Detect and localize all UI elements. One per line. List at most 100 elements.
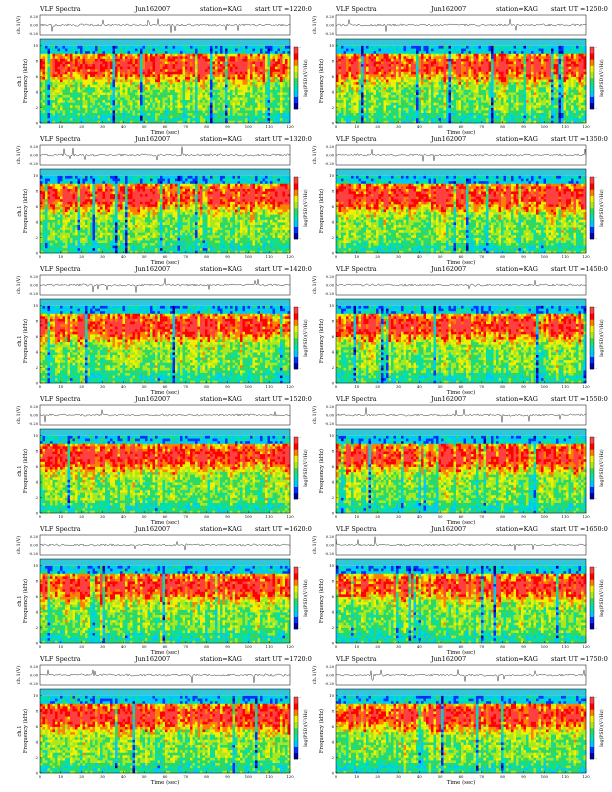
heatmap-cell [150, 104, 153, 108]
heatmap-cell [536, 112, 539, 116]
heatmap-cell [408, 76, 412, 80]
heatmap-cell [157, 84, 161, 88]
heatmap-cell [282, 107, 286, 111]
heatmap-cell [105, 107, 108, 111]
heatmap-cell [82, 71, 86, 75]
heatmap-cell [235, 50, 238, 54]
heatmap-cell [240, 56, 243, 59]
heatmap-cell [177, 120, 181, 124]
heatmap-cell [90, 104, 93, 108]
heatmap-cell [583, 89, 587, 93]
heatmap-cell [451, 117, 454, 121]
heatmap-cell [160, 61, 163, 65]
heatmap-cell [478, 102, 482, 106]
heatmap-cell [398, 94, 402, 98]
heatmap-cell [282, 89, 286, 93]
heatmap-cell [57, 86, 61, 90]
heatmap-cell [162, 84, 166, 88]
heatmap-cell [57, 104, 61, 108]
heatmap-cell [280, 104, 283, 108]
heatmap-cell [210, 94, 213, 98]
heatmap-cell [40, 99, 43, 103]
heatmap-cell [202, 74, 206, 77]
heatmap-cell [40, 58, 43, 62]
heatmap-cell [175, 112, 178, 116]
heatmap-cell [175, 115, 178, 119]
heatmap-cell [152, 79, 156, 83]
heatmap-cell [105, 84, 108, 88]
heatmap-cell [336, 94, 339, 98]
heatmap-cell [403, 97, 407, 101]
heatmap-cell [190, 86, 193, 90]
heatmap-cell [568, 76, 572, 80]
heatmap-cell [576, 94, 579, 98]
heatmap-cell [471, 99, 474, 103]
heatmap-cell [468, 120, 472, 124]
heatmap-cell [200, 86, 203, 90]
heatmap-cell [481, 76, 484, 80]
heatmap-cell [373, 89, 377, 93]
heatmap-cell [65, 45, 68, 49]
heatmap-cell [115, 117, 118, 121]
heatmap-cell [192, 120, 196, 124]
heatmap-cell [77, 92, 81, 95]
heatmap-cell [195, 99, 198, 103]
heatmap-cell [267, 86, 271, 90]
heatmap-cell [147, 81, 151, 85]
heatmap-cell [55, 61, 58, 65]
heatmap-cell [65, 56, 68, 59]
heatmap-cell [501, 92, 504, 95]
heatmap-cell [77, 53, 81, 57]
heatmap-cell [210, 45, 213, 49]
heatmap-cell [180, 56, 183, 59]
heatmap-cell [72, 112, 76, 116]
heatmap-cell [578, 112, 582, 116]
heatmap-cell [147, 117, 151, 121]
heatmap-cell [147, 56, 151, 59]
heatmap-cell [513, 107, 517, 111]
heatmap-cell [275, 112, 278, 116]
heatmap-cell [47, 61, 51, 65]
heatmap-cell [578, 99, 582, 103]
heatmap-cell [506, 81, 509, 85]
heatmap-cell [343, 79, 347, 83]
heatmap-cell [548, 94, 552, 98]
heatmap-cell [516, 99, 519, 103]
heatmap-cell [140, 61, 143, 65]
heatmap-cell [42, 74, 46, 77]
heatmap-cell [65, 71, 68, 75]
heatmap-cell [371, 76, 374, 80]
heatmap-cell [558, 120, 562, 124]
heatmap-cell [518, 115, 522, 119]
heatmap-cell [100, 56, 103, 59]
heatmap-cell [478, 76, 482, 80]
heatmap-cell [225, 76, 228, 80]
heatmap-cell [343, 84, 347, 88]
heatmap-cell [175, 56, 178, 59]
heatmap-cell [145, 53, 148, 57]
heatmap-cell [45, 45, 48, 49]
heatmap-cell [155, 81, 158, 85]
heatmap-cell [250, 76, 253, 80]
heatmap-cell [265, 53, 268, 57]
heatmap-cell [453, 89, 457, 93]
heatmap-cell [100, 107, 103, 111]
heatmap-cell [272, 71, 276, 75]
heatmap-cell [145, 107, 148, 111]
heatmap-cell [220, 71, 223, 75]
heatmap-cell [471, 107, 474, 111]
heatmap-cell [513, 94, 517, 98]
heatmap-cell [40, 120, 43, 124]
heatmap-cell [67, 50, 71, 54]
heatmap-cell [456, 117, 459, 121]
heatmap-cell [110, 63, 113, 67]
heatmap-cell [528, 112, 532, 116]
heatmap-cell [413, 81, 417, 85]
heatmap-cell [72, 63, 76, 67]
heatmap-cell [270, 89, 273, 93]
heatmap-cell [57, 45, 61, 49]
heatmap-cell [277, 115, 281, 119]
heatmap-cell [356, 97, 359, 101]
heatmap-cell [55, 63, 58, 67]
heatmap-cell [245, 56, 248, 59]
